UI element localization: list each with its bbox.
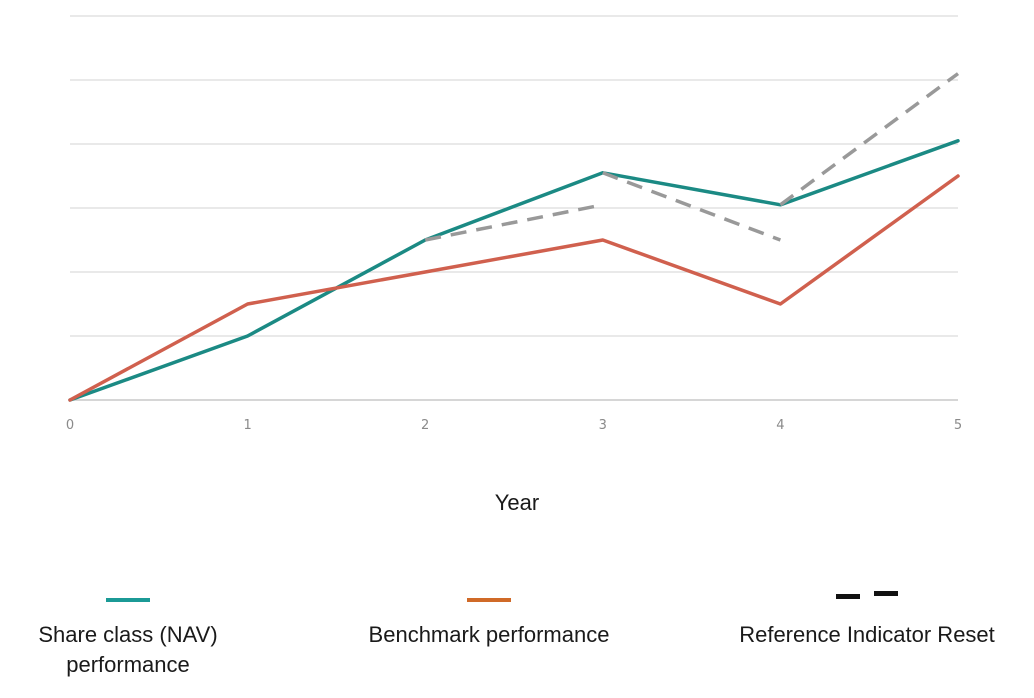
legend-item-reference-indicator: Reference Indicator Reset <box>700 588 1034 650</box>
x-axis: 0 1 2 3 4 5 <box>66 399 962 433</box>
legend-label-benchmark: Benchmark performance <box>326 620 652 650</box>
legend-swatch-share-class <box>106 598 150 602</box>
line-chart: 0 1 2 3 4 5 <box>66 15 962 433</box>
series-line-benchmark <box>68 174 960 402</box>
x-axis-label: Year <box>494 490 540 515</box>
series-lines <box>68 72 960 402</box>
x-tick-label: 2 <box>421 418 429 433</box>
grid-lines <box>70 15 958 337</box>
legend-label-line1: Benchmark performance <box>368 622 610 647</box>
x-tick-label: 1 <box>243 418 251 433</box>
x-tick-label: 5 <box>954 418 962 433</box>
series-line-reference-indicator-reset <box>779 72 960 207</box>
legend-item-benchmark: Benchmark performance <box>326 588 652 650</box>
legend-swatch-benchmark <box>467 598 511 602</box>
legend-label-line1: Reference Indicator Reset <box>739 622 995 647</box>
series-line-reference-indicator-reset <box>424 203 604 242</box>
legend-label-line2: performance <box>66 652 190 677</box>
x-tick-label: 4 <box>776 418 784 433</box>
dash-segment <box>874 591 898 596</box>
legend-item-share-class: Share class (NAV) performance <box>0 588 256 680</box>
x-tick-label: 3 <box>599 418 607 433</box>
series-line-reference-indicator-reset <box>602 171 782 242</box>
series-line-share-class <box>68 139 960 402</box>
x-tick-label: 0 <box>66 418 74 433</box>
legend: Share class (NAV) performance Benchmark … <box>0 588 1034 698</box>
legend-label-line1: Share class (NAV) <box>38 622 218 647</box>
dash-segment <box>836 594 860 599</box>
legend-label-reference-indicator: Reference Indicator Reset <box>700 620 1034 650</box>
legend-label-share-class: Share class (NAV) performance <box>0 620 256 680</box>
legend-swatch-reference-indicator <box>836 588 898 602</box>
